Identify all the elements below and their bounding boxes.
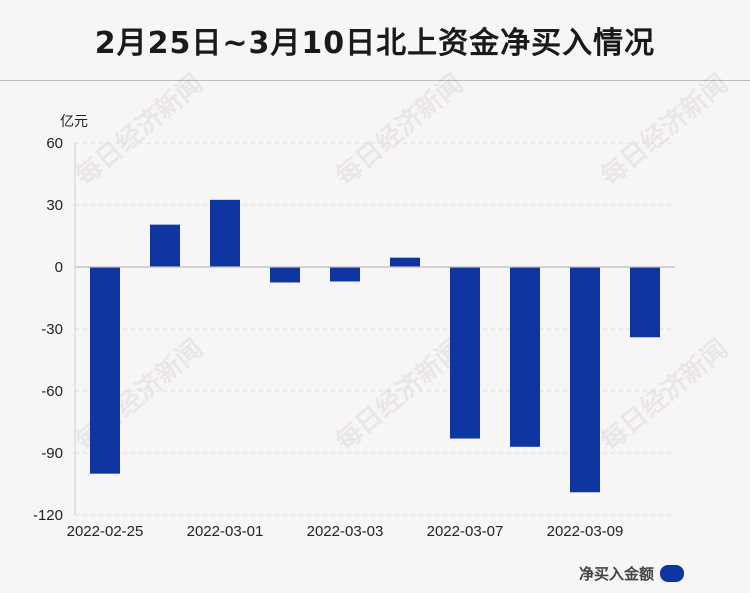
x-tick-label: 2022-03-01 (187, 523, 264, 540)
y-tick-label: 60 (46, 135, 63, 152)
legend: 净买入金额 (579, 563, 684, 584)
y-tick-label: 0 (55, 259, 63, 276)
y-tick-label: 30 (46, 197, 63, 214)
bar (510, 267, 540, 447)
bar (450, 267, 480, 439)
x-tick-label: 2022-03-09 (547, 523, 624, 540)
x-tick-label: 2022-03-03 (307, 523, 384, 540)
bar (330, 267, 360, 282)
x-tick-label: 2022-03-07 (427, 523, 504, 540)
y-tick-label: -60 (41, 383, 63, 400)
bar (630, 267, 660, 338)
bar (90, 267, 120, 474)
y-tick-label: -90 (41, 445, 63, 462)
y-tick-label: -120 (33, 507, 63, 524)
legend-swatch (660, 565, 684, 582)
bar (210, 199, 240, 267)
x-tick-label: 2022-02-25 (67, 523, 144, 540)
legend-label: 净买入金额 (578, 565, 654, 583)
bar (270, 267, 300, 283)
bar (390, 257, 420, 267)
bar (570, 267, 600, 493)
chart-header: 2月25日~3月10日北上资金净买入情况 (0, 0, 750, 81)
chart-title: 2月25日~3月10日北上资金净买入情况 (94, 26, 656, 61)
bar (150, 224, 180, 267)
y-tick-label: -30 (41, 321, 63, 338)
y-axis-unit-label: 亿元 (60, 114, 88, 130)
